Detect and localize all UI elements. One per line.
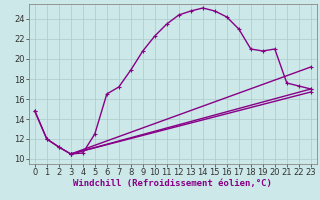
X-axis label: Windchill (Refroidissement éolien,°C): Windchill (Refroidissement éolien,°C): [73, 179, 272, 188]
